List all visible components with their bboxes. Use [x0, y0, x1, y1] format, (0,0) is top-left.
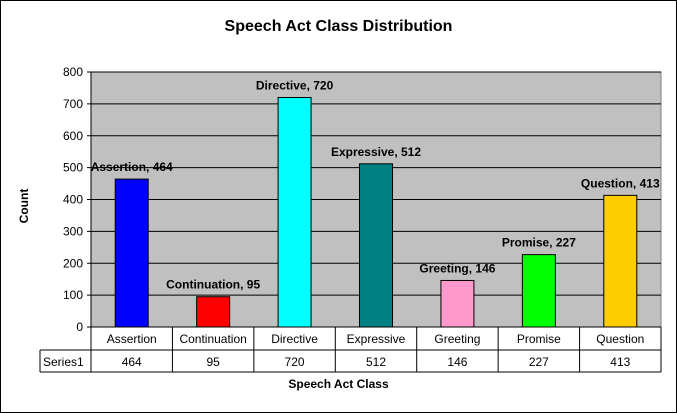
bar-directive	[277, 97, 312, 328]
x-tick-label: Question	[596, 332, 644, 346]
chart-title: Speech Act Class Distribution	[224, 18, 453, 35]
x-tick-label: Greeting	[434, 332, 480, 346]
x-tick-label: Assertion	[107, 332, 157, 346]
x-tick-label: Promise	[517, 332, 561, 346]
x-axis-title: Speech Act Class	[288, 377, 389, 391]
y-tick-label: 200	[63, 256, 83, 270]
data-label: Continuation, 95	[166, 278, 260, 292]
data-label: Expressive, 512	[331, 145, 421, 159]
table-series-label: Series1	[43, 355, 84, 369]
x-tick-label: Directive	[271, 332, 318, 346]
bar-assertion	[114, 178, 149, 328]
table-value-cell: 464	[122, 355, 142, 369]
bar-greeting	[440, 279, 475, 328]
bar-expressive	[359, 163, 393, 328]
data-label: Question, 413	[581, 176, 660, 190]
data-label: Assertion, 464	[91, 160, 173, 174]
table-value-cell: 146	[447, 355, 467, 369]
y-tick-label: 500	[63, 161, 83, 175]
bar-promise	[521, 254, 556, 328]
y-tick-label: 800	[63, 65, 83, 79]
table-value-cell: 413	[610, 355, 630, 369]
bar-question	[603, 194, 638, 328]
x-tick-label: Expressive	[347, 332, 406, 346]
y-tick-label: 0	[76, 320, 83, 334]
y-tick-label: 100	[63, 288, 83, 302]
y-tick-label: 400	[63, 193, 83, 207]
table-value-cell: 227	[529, 355, 549, 369]
table-value-cell: 512	[366, 355, 386, 369]
data-label: Promise, 227	[502, 236, 576, 250]
table-value-cell: 95	[206, 355, 220, 369]
x-tick-label: Continuation	[179, 332, 246, 346]
y-tick-label: 700	[63, 97, 83, 111]
y-tick-label: 300	[63, 224, 83, 238]
y-tick-label: 600	[63, 129, 83, 143]
data-label: Greeting, 146	[419, 261, 495, 275]
bar-continuation	[196, 296, 231, 328]
data-label: Directive, 720	[256, 79, 334, 93]
table-value-cell: 720	[285, 355, 305, 369]
